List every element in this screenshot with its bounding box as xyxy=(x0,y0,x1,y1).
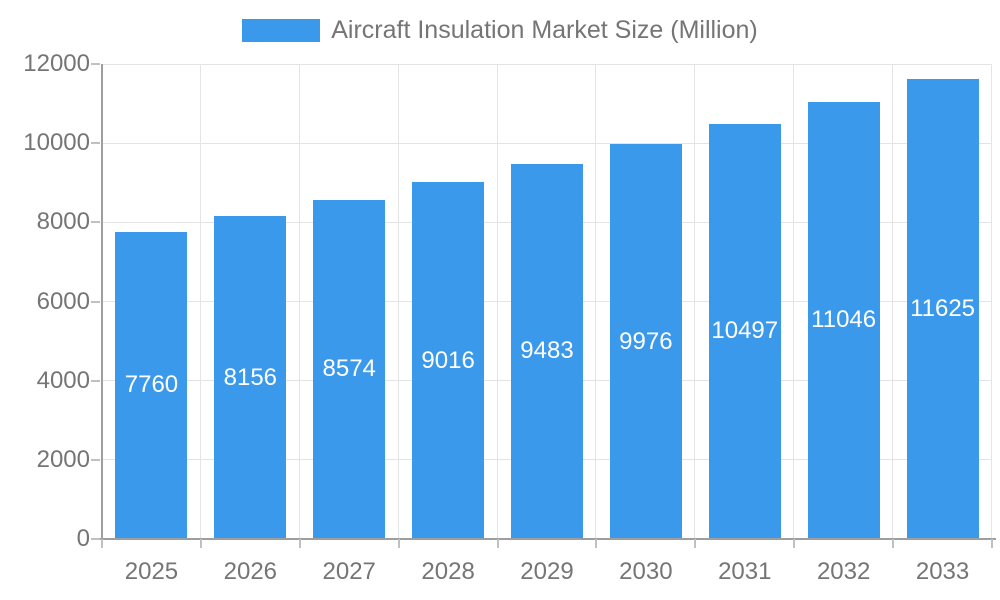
x-gridline-4 xyxy=(496,64,498,539)
x-gridline-1 xyxy=(199,64,201,539)
legend-swatch xyxy=(242,19,321,42)
y-tick-label-8000: 8000 xyxy=(36,208,90,236)
bar-2032[interactable] xyxy=(807,101,880,539)
bar-value-2026: 8156 xyxy=(223,363,278,391)
x-gridline-6 xyxy=(694,64,696,539)
x-gridline-8 xyxy=(892,64,894,539)
x-tick-label-2031: 2031 xyxy=(718,558,772,585)
x-tick-label-2027: 2027 xyxy=(322,558,376,585)
y-tick-label-2000: 2000 xyxy=(36,445,90,473)
y-tick-12000 xyxy=(91,63,100,65)
x-gridline-2 xyxy=(298,64,300,539)
y-tick-label-6000: 6000 xyxy=(36,287,90,315)
x-gridline-3 xyxy=(397,64,399,539)
y-tick-label-0: 0 xyxy=(76,525,90,552)
bar-value-2030: 9976 xyxy=(619,327,673,355)
x-tick-1 xyxy=(199,539,202,548)
bar-value-2032: 11046 xyxy=(811,306,877,334)
x-tick-9 xyxy=(991,539,993,548)
x-tick-label-2026: 2026 xyxy=(223,558,278,585)
bar-2025[interactable] xyxy=(115,231,188,539)
bar-2029[interactable] xyxy=(511,163,583,539)
bar-value-2031: 10497 xyxy=(711,317,779,345)
x-tick-4 xyxy=(496,539,499,548)
x-tick-label-2032: 2032 xyxy=(816,558,871,585)
bar-value-2029: 9483 xyxy=(520,337,574,365)
x-tick-2 xyxy=(298,539,301,548)
bar-2028[interactable] xyxy=(412,182,485,539)
bar-2033[interactable] xyxy=(906,78,979,539)
y-tick-4000 xyxy=(91,379,100,382)
x-tick-label-2029: 2029 xyxy=(520,558,574,585)
y-gridline-10000 xyxy=(102,142,992,144)
bar-value-2028: 9016 xyxy=(421,346,475,374)
legend-label: Aircraft Insulation Market Size (Million… xyxy=(331,16,758,44)
x-tick-5 xyxy=(595,539,598,548)
chart-legend[interactable]: Aircraft Insulation Market Size (Million… xyxy=(0,16,1000,45)
x-tick-label-2028: 2028 xyxy=(421,558,475,585)
x-tick-7 xyxy=(793,539,796,548)
x-tick-6 xyxy=(694,539,697,548)
bar-2030[interactable] xyxy=(609,144,682,539)
x-gridline-5 xyxy=(595,64,597,539)
y-tick-8000 xyxy=(91,221,100,224)
y-tick-2000 xyxy=(91,458,100,461)
plot-area: 7760 8156 8574 9016 9483 9976 10497 11046 11625 0… xyxy=(23,50,996,585)
bar-value-2025: 7760 xyxy=(124,371,179,399)
bar-2026[interactable] xyxy=(214,216,287,539)
bar-value-2027: 8574 xyxy=(322,355,376,383)
x-tick-label-2030: 2030 xyxy=(619,558,673,585)
y-tick-6000 xyxy=(91,300,100,303)
y-gridline-12000 xyxy=(102,63,992,65)
x-tick-0 xyxy=(101,539,103,548)
x-tick-label-2033: 2033 xyxy=(915,558,970,585)
y-tick-0 xyxy=(91,538,100,540)
y-tick-label-12000: 12000 xyxy=(23,50,90,77)
bar-value-2033: 11625 xyxy=(910,294,976,322)
y-tick-10000 xyxy=(91,142,100,145)
x-tick-label-2025: 2025 xyxy=(124,558,179,585)
x-tick-3 xyxy=(397,539,400,548)
x-tick-8 xyxy=(892,539,895,548)
x-axis-line xyxy=(100,538,996,540)
x-gridline-9 xyxy=(991,64,992,539)
bar-2031[interactable] xyxy=(708,123,781,539)
y-axis-line xyxy=(101,64,103,547)
y-tick-label-4000: 4000 xyxy=(36,366,90,394)
bar-2027[interactable] xyxy=(313,199,386,539)
y-tick-label-10000: 10000 xyxy=(23,129,90,157)
x-gridline-7 xyxy=(793,64,795,539)
